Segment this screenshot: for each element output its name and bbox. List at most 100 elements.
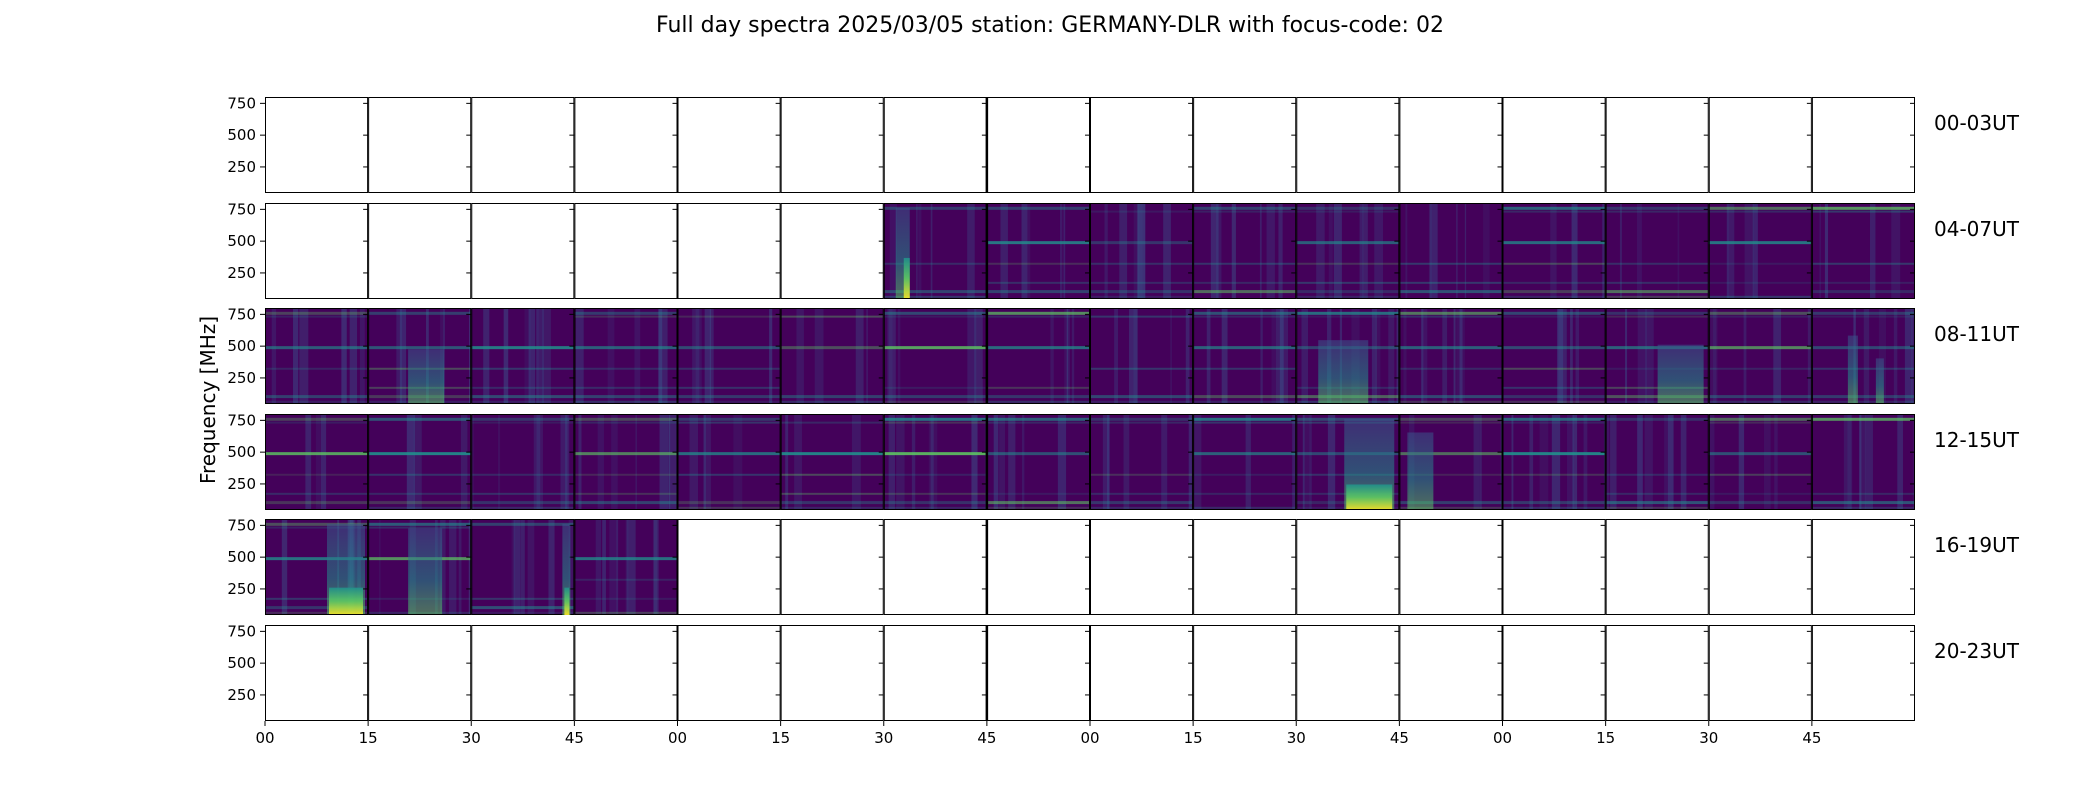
panel-frame (1811, 519, 1915, 615)
spectrum-panel (986, 414, 1090, 510)
frequency-band (471, 400, 575, 403)
frequency-band (471, 492, 575, 495)
panel-frame (1399, 203, 1503, 299)
frequency-band (574, 421, 678, 424)
spectrum-stripe (659, 308, 668, 404)
frequency-band (780, 501, 884, 505)
spectrum-background (1193, 308, 1297, 404)
panel-frame (1708, 519, 1812, 615)
panel-frame (1708, 414, 1812, 510)
x-tick-label: 45 (977, 729, 996, 747)
spectrum-stripe (658, 308, 663, 404)
y-tick-label: 500 (227, 337, 256, 355)
spectrum-stripe (999, 414, 1006, 510)
frequency-band (883, 290, 987, 294)
panel-frame (265, 97, 369, 193)
spectrum-panel (677, 625, 781, 721)
spectrum-stripe (886, 308, 893, 404)
spectrum-stripe (918, 203, 922, 299)
frequency-band (574, 452, 678, 456)
frequency-band (265, 522, 369, 526)
spectrum-panel (1090, 414, 1194, 510)
frequency-band (265, 611, 369, 614)
frequency-band (1502, 421, 1606, 424)
spectrum-stripe (888, 414, 895, 510)
frequency-band (1708, 210, 1812, 213)
spectrum-stripe (1726, 203, 1730, 299)
spectrum-stripe (595, 519, 601, 615)
spectra-row-00-03UT: 250 500 750 00-03UT (227, 94, 2020, 193)
frequency-band (574, 346, 678, 350)
spectrum-stripe (1911, 308, 1915, 404)
spectrum-stripe (379, 519, 381, 615)
spectrum-stripe (1063, 203, 1066, 299)
spectrum-panel (986, 203, 1090, 299)
spectrum-panel (780, 97, 884, 193)
spectrum-stripe (1483, 203, 1490, 299)
frequency-band (1399, 473, 1503, 476)
x-tick-label: 30 (462, 729, 481, 747)
radio-burst (408, 349, 445, 404)
frequency-band (1502, 367, 1606, 370)
spectrum-panel (1811, 203, 1915, 299)
frequency-band (986, 281, 1090, 284)
empty-panel (883, 625, 987, 721)
y-tick-label: 500 (227, 654, 256, 672)
spectrum-stripe (458, 519, 462, 615)
spectrum-stripe (1128, 308, 1138, 404)
spectrum-panel (265, 97, 369, 193)
spectrum-stripe (1859, 414, 1862, 510)
frequency-band (471, 597, 575, 600)
spectrum-panel (574, 308, 678, 404)
frequency-band (471, 506, 575, 509)
frequency-band (1090, 501, 1194, 505)
spectrum-background (780, 414, 884, 510)
x-tick-label: 15 (1596, 729, 1615, 747)
spectrum-stripe (911, 414, 916, 510)
spectrum-panel (562, 519, 678, 615)
empty-panel (265, 97, 369, 193)
frequency-band (1605, 386, 1709, 389)
spectrum-stripe (1245, 414, 1251, 510)
empty-panel (368, 203, 472, 299)
frequency-band (265, 473, 369, 476)
spectrum-stripe (1064, 308, 1066, 404)
frequency-band (883, 315, 987, 318)
empty-panel (677, 97, 781, 193)
spectrum-background (986, 414, 1090, 510)
panel-frame (780, 519, 884, 615)
frequency-band (1090, 262, 1194, 265)
spectrum-panel (1605, 203, 1709, 299)
spectrum-stripe (967, 308, 977, 404)
spectrum-stripe (497, 414, 501, 510)
spectrum-background (1090, 308, 1194, 404)
spectrum-stripe (1362, 203, 1368, 299)
radio-burst (1407, 432, 1434, 510)
empty-panel (780, 519, 884, 615)
y-tick-label: 500 (227, 232, 256, 250)
frequency-band (471, 417, 575, 421)
frequency-band (986, 315, 1090, 318)
frequency-band (780, 400, 884, 403)
spectrum-stripe (855, 308, 864, 404)
frequency-band (883, 311, 987, 315)
spectrum-stripe (1897, 414, 1903, 510)
panel-frame (1193, 97, 1297, 193)
frequency-band (1605, 295, 1709, 298)
empty-panel (986, 625, 1090, 721)
panel-frame (574, 625, 678, 721)
frequency-band (1811, 492, 1915, 495)
frequency-band (1708, 395, 1812, 399)
panel-frame (368, 414, 472, 510)
frequency-band (1708, 262, 1812, 265)
x-tick-label: 45 (1390, 729, 1409, 747)
spectrum-panel (986, 625, 1090, 721)
y-tick-label: 500 (227, 548, 256, 566)
frequency-band (1193, 210, 1297, 213)
frequency-band (1296, 281, 1400, 284)
frequency-band (471, 421, 575, 424)
frequency-band (1193, 367, 1297, 370)
spectrum-stripe (1301, 308, 1309, 404)
frequency-band (265, 501, 369, 505)
spectrum-stripe (1710, 308, 1717, 404)
